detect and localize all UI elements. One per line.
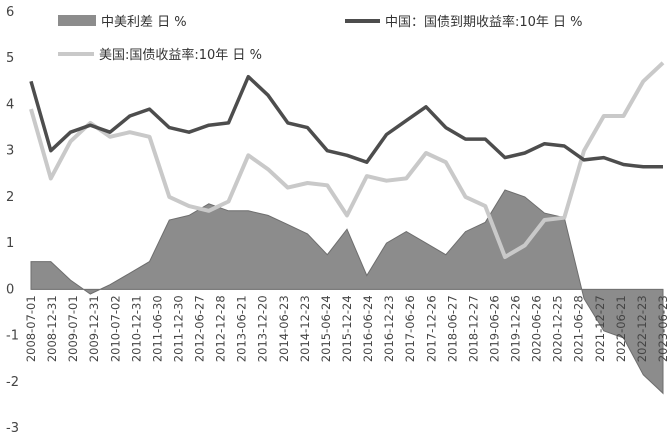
x-tick-label: 2017-12-26 <box>424 295 438 362</box>
x-tick-label: 2016-12-23 <box>382 295 396 362</box>
yield-lines-layer <box>29 61 665 259</box>
y-tick-label: 2 <box>6 190 14 205</box>
y-tick-label: -2 <box>6 375 19 390</box>
x-tick-label: 2022-12-23 <box>635 295 649 362</box>
series-line-us <box>29 61 665 259</box>
x-tick-label: 2020-06-26 <box>530 295 544 362</box>
x-tick-label: 2012-12-28 <box>214 295 228 362</box>
series-line-china <box>29 74 663 169</box>
x-axis: 2008-07-01 2008-12-31 2009-07-01 2009-12-31… <box>24 295 670 362</box>
x-tick-label: 2016-06-24 <box>361 295 375 362</box>
x-tick-label: 2011-12-30 <box>171 295 185 362</box>
legend-label-us: 美国:国债收益率:10年 日 % <box>99 47 262 63</box>
legend-item-china: 中国：国债到期收益率:10年 日 % <box>345 14 583 30</box>
x-tick-label: 2019-12-26 <box>509 295 523 362</box>
x-tick-label: 2019-06-26 <box>487 295 501 362</box>
x-tick-label: 2013-12-20 <box>256 295 270 362</box>
x-tick-label: 2023-06-23 <box>656 295 670 362</box>
x-tick-label: 2021-12-27 <box>593 295 607 362</box>
y-tick-label: 1 <box>6 236 14 251</box>
x-tick-label: 2009-12-31 <box>87 295 101 362</box>
legend-item-us: 美国:国债收益率:10年 日 % <box>58 47 262 63</box>
y-tick-label: -1 <box>6 329 19 344</box>
x-tick-label: 2017-06-26 <box>403 295 417 362</box>
legend-label-china: 中国：国债到期收益率:10年 日 % <box>385 14 583 30</box>
legend-item-spread: 中美利差 日 % <box>58 15 187 30</box>
x-tick-label: 2008-07-01 <box>24 295 38 362</box>
x-tick-label: 2015-12-24 <box>340 295 354 362</box>
y-tick-label: 3 <box>6 144 14 159</box>
legend-label-spread: 中美利差 日 % <box>101 15 187 30</box>
x-tick-label: 2014-06-23 <box>277 295 291 362</box>
y-tick-label: -3 <box>6 421 19 436</box>
x-tick-label: 2008-12-31 <box>45 295 59 362</box>
x-tick-label: 2011-06-30 <box>150 295 164 362</box>
x-tick-label: 2020-12-25 <box>551 295 565 362</box>
x-tick-label: 2018-12-27 <box>466 295 480 362</box>
x-tick-label: 2021-06-28 <box>572 295 586 362</box>
legend-swatch-spread <box>58 15 96 26</box>
x-tick-label: 2009-07-01 <box>66 295 80 362</box>
series-area-spread <box>30 189 664 395</box>
x-tick-label: 2018-06-27 <box>445 295 459 362</box>
x-tick-label: 2013-06-21 <box>235 295 249 362</box>
x-tick-label: 2010-07-02 <box>108 295 122 362</box>
x-tick-label: 2010-12-31 <box>129 295 143 362</box>
y-tick-label: 0 <box>6 282 14 297</box>
y-tick-label: 5 <box>6 51 14 66</box>
legend: 中美利差 日 % 中国：国债到期收益率:10年 日 % 美国:国债收益率:10年… <box>58 14 583 63</box>
spread-area-layer <box>30 189 664 395</box>
y-axis: 6 5 4 3 2 1 0 -1 -2 -3 <box>6 5 19 436</box>
x-tick-label: 2022-06-21 <box>614 295 628 362</box>
y-tick-label: 4 <box>6 97 14 112</box>
x-tick-label: 2012-06-27 <box>193 295 207 362</box>
y-tick-label: 6 <box>6 5 14 20</box>
x-tick-label: 2014-12-23 <box>298 295 312 362</box>
x-tick-label: 2015-06-24 <box>319 295 333 362</box>
